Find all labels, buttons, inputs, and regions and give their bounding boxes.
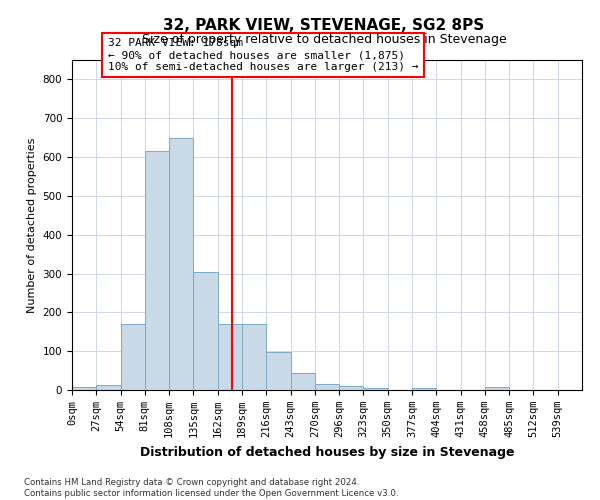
Bar <box>96 384 121 390</box>
Text: Size of property relative to detached houses in Stevenage: Size of property relative to detached ho… <box>142 32 506 46</box>
Bar <box>364 388 388 390</box>
Y-axis label: Number of detached properties: Number of detached properties <box>27 138 37 312</box>
Bar <box>145 151 169 390</box>
Bar <box>485 387 509 390</box>
Bar <box>266 352 290 390</box>
Bar <box>72 387 96 390</box>
Bar <box>412 388 436 390</box>
Bar <box>290 372 315 390</box>
Text: 32, PARK VIEW, STEVENAGE, SG2 8PS: 32, PARK VIEW, STEVENAGE, SG2 8PS <box>163 18 485 32</box>
Bar <box>339 386 364 390</box>
Text: 32 PARK VIEW: 178sqm
← 90% of detached houses are smaller (1,875)
10% of semi-de: 32 PARK VIEW: 178sqm ← 90% of detached h… <box>108 38 418 72</box>
Bar <box>242 324 266 390</box>
Text: Contains HM Land Registry data © Crown copyright and database right 2024.
Contai: Contains HM Land Registry data © Crown c… <box>24 478 398 498</box>
Bar <box>218 324 242 390</box>
Bar <box>193 272 218 390</box>
X-axis label: Distribution of detached houses by size in Stevenage: Distribution of detached houses by size … <box>140 446 514 458</box>
Bar <box>315 384 339 390</box>
Bar <box>169 138 193 390</box>
Bar <box>121 324 145 390</box>
